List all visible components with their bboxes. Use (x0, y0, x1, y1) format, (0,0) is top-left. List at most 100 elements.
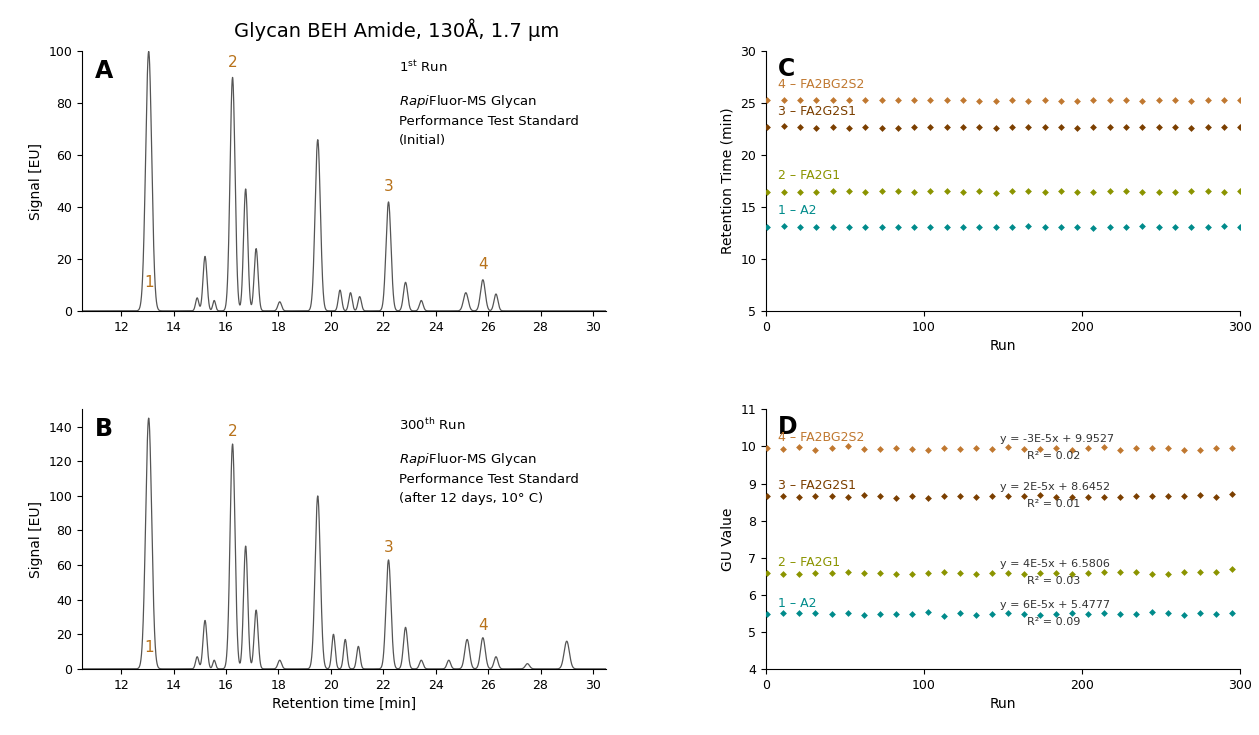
Point (806, 608, 826, 620)
Point (1206, 608, 1226, 620)
Point (982, 609, 1002, 620)
X-axis label: Run: Run (990, 697, 1016, 711)
Point (1230, 121, 1250, 133)
Point (871, 122, 891, 134)
Text: R² = 0.09: R² = 0.09 (1026, 617, 1080, 627)
Point (806, 221, 826, 233)
Point (1051, 220, 1071, 232)
Point (937, 121, 957, 133)
Point (1078, 567, 1098, 578)
Point (888, 95, 908, 107)
Point (1142, 442, 1162, 454)
Text: y = 4E-5x + 6.5806: y = 4E-5x + 6.5806 (1000, 559, 1109, 569)
Point (969, 185, 990, 197)
Point (1222, 442, 1243, 454)
Point (870, 490, 890, 502)
Point (1083, 186, 1103, 198)
Point (821, 490, 841, 502)
Point (904, 121, 924, 133)
Point (1206, 567, 1226, 578)
Point (1181, 221, 1201, 233)
Point (1148, 95, 1168, 107)
Point (758, 94, 778, 106)
Point (1030, 443, 1050, 455)
Point (837, 567, 857, 578)
Point (773, 490, 793, 502)
Point (982, 443, 1002, 455)
Text: 3 – FA2G2S1: 3 – FA2G2S1 (778, 479, 856, 492)
Point (966, 568, 986, 580)
Point (838, 122, 859, 134)
Point (1068, 221, 1088, 233)
Point (1110, 566, 1131, 578)
Point (854, 609, 874, 620)
Point (1002, 121, 1022, 133)
Point (1197, 185, 1217, 197)
Point (871, 220, 891, 232)
Point (837, 440, 857, 452)
Point (997, 567, 1017, 578)
Point (758, 567, 778, 578)
Point (1165, 220, 1185, 232)
Point (1110, 444, 1131, 456)
Text: 1 – A2: 1 – A2 (778, 204, 817, 218)
Point (1126, 490, 1146, 502)
Point (758, 442, 778, 453)
Text: A: A (94, 60, 113, 83)
Point (806, 444, 826, 456)
Point (758, 221, 778, 233)
Text: 300$^{\mathrm{th}}$ Run: 300$^{\mathrm{th}}$ Run (399, 417, 466, 433)
Point (949, 443, 969, 455)
Point (806, 186, 826, 198)
Y-axis label: GU Value: GU Value (720, 507, 735, 571)
Point (1197, 94, 1217, 106)
Point (758, 186, 778, 198)
Point (870, 443, 890, 455)
Point (904, 186, 924, 198)
Point (806, 93, 826, 105)
Point (1094, 442, 1114, 453)
Point (1078, 442, 1098, 454)
Point (918, 606, 938, 617)
Point (1148, 121, 1168, 132)
Point (1078, 609, 1098, 620)
Text: y = -3E-5x + 9.9527: y = -3E-5x + 9.9527 (1000, 434, 1114, 444)
Point (934, 567, 954, 578)
Text: R² = 0.02: R² = 0.02 (1026, 451, 1080, 462)
Point (1142, 606, 1162, 617)
Point (885, 568, 905, 580)
Point (1046, 491, 1066, 503)
Point (885, 442, 905, 454)
Point (1165, 121, 1185, 133)
X-axis label: Run: Run (990, 339, 1016, 353)
Point (855, 93, 875, 105)
Text: 4 – FA2BG2S2: 4 – FA2BG2S2 (778, 431, 865, 444)
Point (1030, 609, 1050, 620)
Point (1158, 490, 1178, 501)
Point (1083, 121, 1103, 133)
Point (758, 490, 778, 502)
Point (821, 442, 841, 453)
Point (806, 490, 826, 502)
Point (901, 490, 922, 502)
Point (1190, 567, 1210, 578)
Point (949, 607, 969, 619)
Point (1068, 95, 1088, 107)
Point (789, 121, 810, 133)
Point (1030, 567, 1050, 578)
Point (789, 441, 810, 453)
Point (885, 609, 905, 620)
Point (773, 121, 793, 132)
Point (901, 608, 922, 620)
Point (920, 221, 940, 233)
Point (1019, 95, 1039, 107)
Point (953, 94, 973, 106)
Point (1206, 442, 1226, 454)
Point (1165, 186, 1185, 198)
Point (953, 121, 973, 133)
Text: y = 6E-5x + 5.4777: y = 6E-5x + 5.4777 (1000, 600, 1110, 609)
Point (773, 94, 793, 106)
Point (1110, 491, 1131, 503)
Point (758, 608, 778, 620)
Point (1190, 607, 1210, 619)
